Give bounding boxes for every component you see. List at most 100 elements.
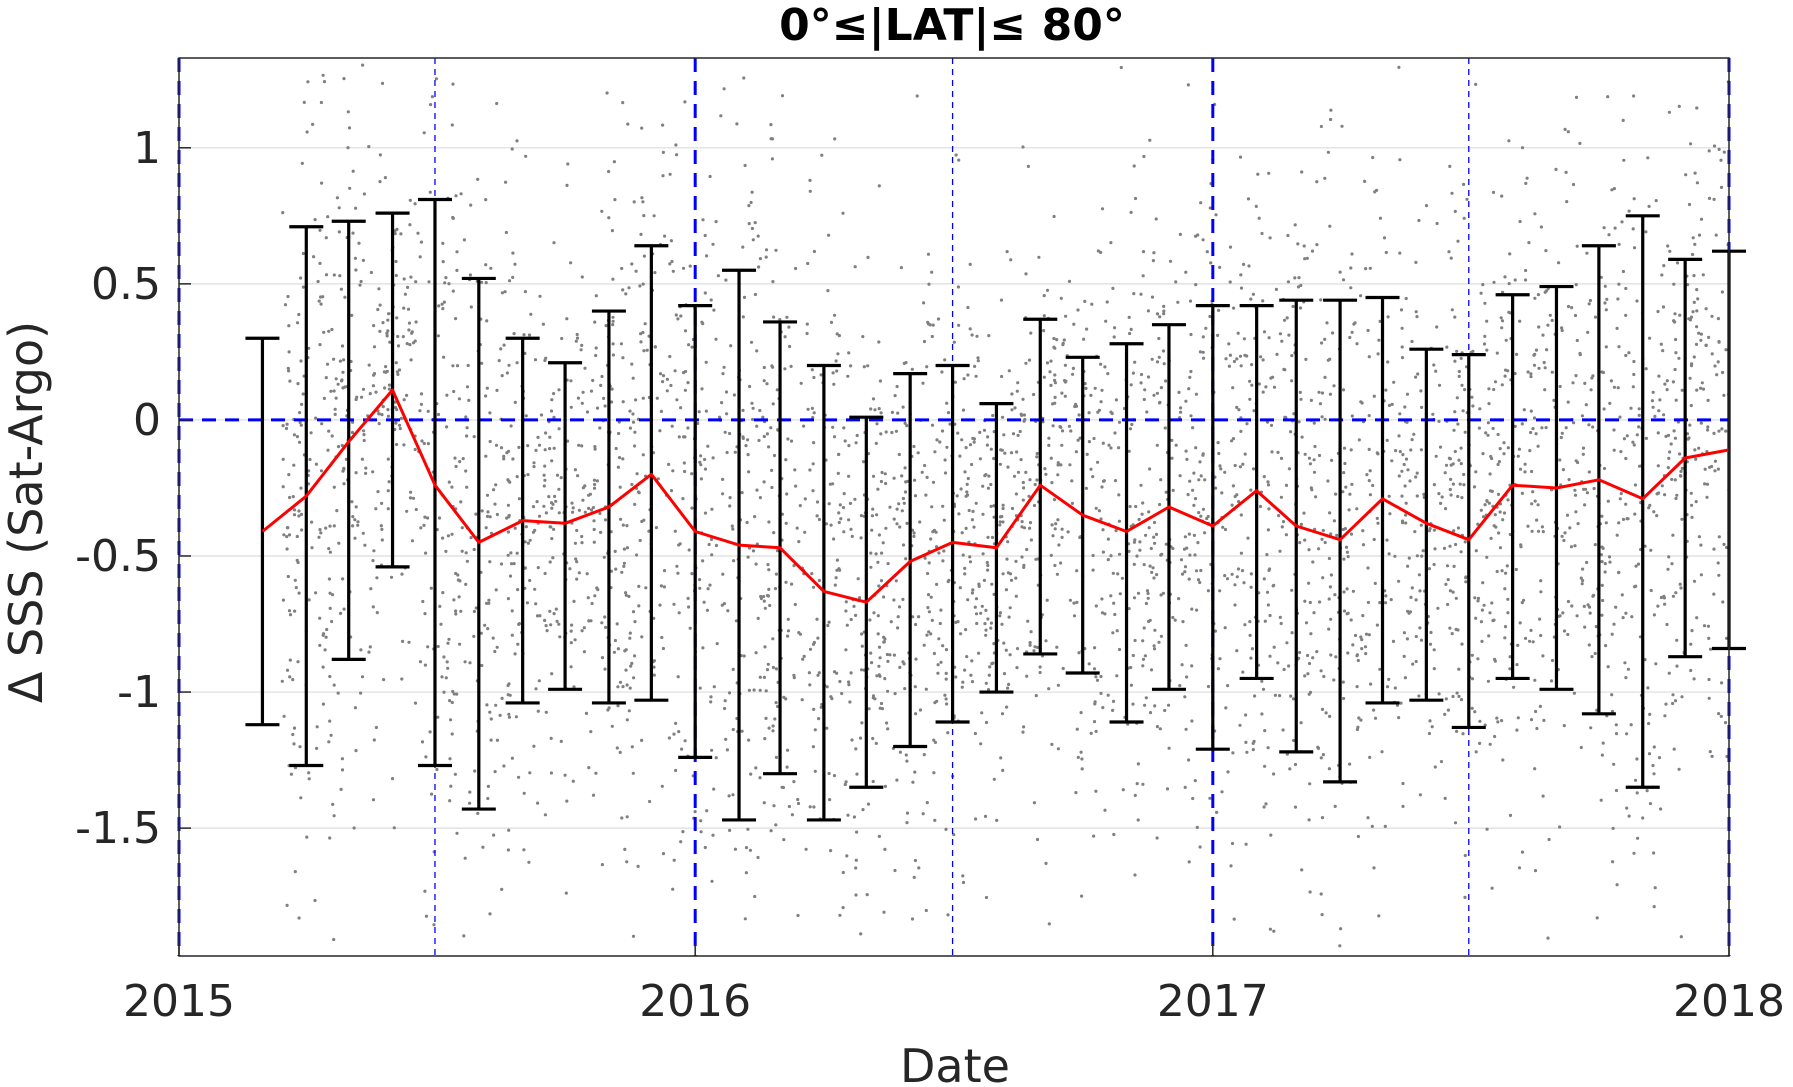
scatter-point [281, 457, 285, 461]
scatter-point [1658, 398, 1662, 402]
scatter-point [787, 804, 792, 809]
scatter-point [1699, 543, 1703, 547]
scatter-point [454, 609, 458, 613]
scatter-point [1332, 519, 1336, 523]
scatter-point [616, 685, 620, 689]
scatter-point [1213, 629, 1217, 633]
scatter-point [407, 328, 411, 332]
scatter-point [1022, 413, 1026, 417]
scatter-point [329, 733, 333, 737]
scatter-point [898, 665, 902, 670]
scatter-point [876, 560, 880, 564]
scatter-point [335, 196, 339, 200]
scatter-point [1262, 330, 1267, 334]
scatter-point [1359, 718, 1363, 722]
scatter-point [1496, 492, 1501, 496]
scatter-point [1150, 357, 1154, 361]
scatter-point [592, 478, 597, 482]
scatter-point [624, 593, 628, 597]
scatter-point [517, 775, 521, 779]
scatter-point [1239, 286, 1244, 290]
scatter-point [528, 578, 532, 583]
scatter-point [1092, 834, 1096, 838]
scatter-point [1562, 724, 1566, 728]
scatter-point [1581, 452, 1585, 456]
scatter-point [1430, 725, 1434, 729]
scatter-point [594, 353, 598, 358]
scatter-point [914, 657, 918, 661]
scatter-point [621, 101, 625, 105]
scatter-point [497, 359, 501, 363]
scatter-point [1495, 351, 1499, 355]
scatter-point [977, 651, 981, 655]
scatter-point [372, 324, 376, 328]
scatter-point [1264, 385, 1268, 389]
scatter-point [1522, 408, 1526, 412]
scatter-point [699, 819, 703, 823]
scatter-point [485, 703, 489, 707]
scatter-point [557, 427, 561, 431]
scatter-point [1393, 554, 1397, 558]
scatter-point [1129, 683, 1133, 687]
scatter-point [964, 628, 968, 632]
scatter-point [620, 266, 624, 271]
scatter-point [1311, 656, 1315, 660]
scatter-point [769, 123, 773, 127]
scatter-point [1183, 570, 1187, 574]
scatter-point [1432, 528, 1436, 532]
scatter-point [293, 609, 297, 613]
scatter-point [1014, 576, 1018, 580]
scatter-point [1523, 470, 1527, 474]
scatter-point [1001, 572, 1005, 576]
scatter-point [1618, 415, 1622, 419]
scatter-point [1462, 182, 1466, 186]
scatter-point [1716, 561, 1720, 565]
scatter-point [1072, 601, 1076, 605]
scatter-point [380, 538, 384, 542]
scatter-point [489, 738, 493, 742]
scatter-point [1473, 710, 1477, 714]
scatter-point [575, 332, 579, 337]
scatter-point [1675, 261, 1680, 265]
scatter-point [1029, 331, 1033, 335]
scatter-point [288, 379, 292, 383]
scatter-point [1117, 493, 1121, 497]
scatter-point [1654, 662, 1658, 666]
scatter-point [1652, 851, 1656, 855]
scatter-point [813, 769, 817, 773]
scatter-point [900, 474, 904, 478]
scatter-point [500, 291, 504, 295]
scatter-point [1546, 936, 1550, 940]
scatter-point [1589, 726, 1593, 730]
scatter-point [1062, 338, 1066, 342]
scatter-point [1646, 686, 1650, 690]
scatter-point [1529, 628, 1533, 633]
scatter-point [1633, 483, 1637, 487]
scatter-point [1669, 442, 1673, 446]
scatter-point [877, 645, 882, 649]
scatter-point [876, 614, 880, 618]
scatter-point [1397, 579, 1401, 583]
scatter-point [798, 504, 802, 508]
scatter-point [450, 732, 454, 736]
scatter-point [731, 527, 735, 531]
scatter-point [770, 157, 775, 161]
scatter-point [1536, 503, 1540, 507]
scatter-point [698, 578, 702, 582]
scatter-point [985, 443, 990, 447]
scatter-point [1133, 873, 1137, 877]
scatter-point [1303, 538, 1307, 542]
scatter-point [1653, 886, 1657, 890]
scatter-point [1133, 793, 1137, 798]
scatter-point [676, 571, 680, 575]
scatter-point [1042, 294, 1046, 298]
scatter-point [856, 577, 860, 581]
scatter-point [792, 780, 796, 784]
scatter-point [332, 937, 336, 942]
scatter-point [1055, 338, 1059, 342]
scatter-point [1393, 686, 1397, 690]
scatter-point [413, 202, 417, 206]
scatter-point [300, 528, 304, 532]
scatter-point [1652, 510, 1656, 514]
scatter-point [405, 393, 409, 397]
